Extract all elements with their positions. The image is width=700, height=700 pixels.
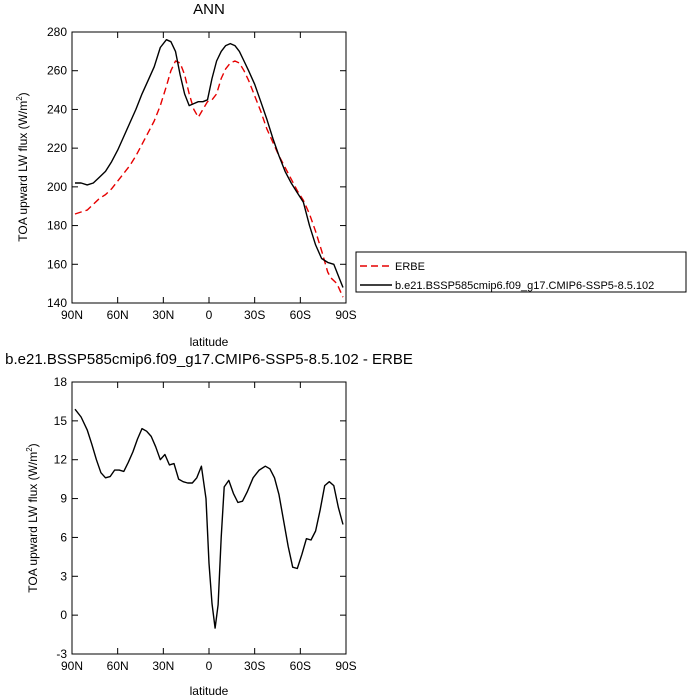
lower-y-axis-label-main: TOA upward LW flux (W/m (26, 452, 40, 593)
upper-y-axis-label-sup: 2 (15, 96, 24, 101)
upper-title: ANN (193, 1, 225, 18)
y-tick-label: 0 (60, 608, 67, 622)
legend-box (355, 251, 687, 293)
lower-y-axis-label-sup: 2 (25, 447, 34, 452)
y-tick-label: 15 (54, 414, 68, 428)
lower-plot-frame (71, 381, 347, 655)
x-tick-label: 90N (61, 308, 83, 322)
lower-x-ticks: 90N 60N 30N 0 30S 60S 90S (61, 382, 357, 673)
x-tick-label: 60N (107, 659, 129, 673)
x-tick-label: 90S (335, 659, 356, 673)
lower-y-axis-label-end: ) (26, 443, 40, 447)
y-tick-label: 200 (47, 180, 67, 194)
series-line-erbe (74, 60, 344, 298)
y-tick-label: 280 (47, 25, 67, 39)
legend: ERBE b.e21.BSSP585cmip6.f09_g17.CMIP6-SS… (355, 251, 687, 293)
upper-series (74, 39, 344, 298)
x-tick-label: 30N (152, 308, 174, 322)
y-tick-label: 12 (54, 453, 68, 467)
y-tick-label: 160 (47, 257, 67, 271)
x-tick-label: 30N (152, 659, 174, 673)
y-tick-label: -3 (56, 647, 67, 661)
y-tick-label: 9 (60, 492, 67, 506)
upper-y-ticks: 140 160 180 200 220 240 260 280 (47, 25, 346, 310)
y-tick-label: 3 (60, 569, 67, 583)
x-tick-label: 60N (107, 308, 129, 322)
y-tick-label: 6 (60, 530, 67, 544)
legend-label-model: b.e21.BSSP585cmip6.f09_g17.CMIP6-SSP5-8.… (395, 280, 654, 292)
lower-y-axis-label: TOA upward LW flux (W/m2) (25, 443, 40, 592)
y-tick-label: 18 (54, 375, 68, 389)
upper-x-ticks: 90N 60N 30N 0 30S 60S 90S (61, 32, 357, 322)
upper-x-axis-label: latitude (190, 335, 229, 349)
series-line-b (75, 39, 344, 288)
series-line-difference (74, 408, 344, 629)
x-tick-label: 60S (290, 308, 311, 322)
upper-y-axis-label-end: ) (16, 92, 30, 96)
x-tick-label: 90N (61, 659, 83, 673)
x-tick-label: 0 (206, 659, 213, 673)
x-tick-label: 60S (290, 659, 311, 673)
upper-y-axis-label: TOA upward LW flux (W/m2) (15, 92, 30, 241)
lower-panel: b.e21.BSSP585cmip6.f09_g17.CMIP6-SSP5-8.… (5, 351, 413, 698)
x-tick-label: 30S (244, 308, 265, 322)
lower-series (74, 408, 344, 629)
x-tick-label: 90S (335, 308, 356, 322)
y-tick-label: 140 (47, 296, 67, 310)
y-tick-label: 240 (47, 102, 67, 116)
lower-title: b.e21.BSSP585cmip6.f09_g17.CMIP6-SSP5-8.… (5, 351, 413, 368)
y-tick-label: 260 (47, 64, 67, 78)
x-tick-label: 0 (206, 308, 213, 322)
lower-y-ticks: -3 0 3 6 9 12 15 18 (54, 375, 346, 661)
upper-panel: ANN 140 160 180 200 220 240 260 280 90N 60N 30N 0 3… (15, 1, 357, 349)
legend-label-erbe: ERBE (395, 261, 425, 273)
upper-y-axis-label-main: TOA upward LW flux (W/m (16, 101, 30, 242)
y-tick-label: 220 (47, 141, 67, 155)
lower-x-axis-label: latitude (190, 684, 229, 698)
y-tick-label: 180 (47, 219, 67, 233)
upper-plot-frame (71, 31, 347, 304)
x-tick-label: 30S (244, 659, 265, 673)
